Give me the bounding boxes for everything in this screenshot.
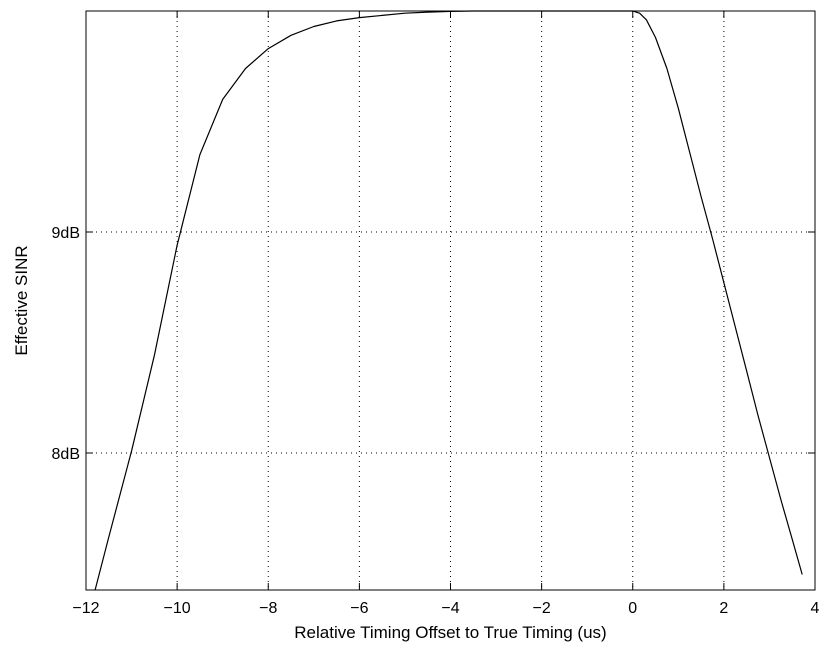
grid-lines xyxy=(86,11,815,590)
x-tick-label: 2 xyxy=(719,600,728,617)
x-tick-label: −6 xyxy=(350,600,368,617)
y-tick-label: 8dB xyxy=(52,446,80,463)
x-tick-label: 0 xyxy=(628,600,637,617)
plot-area-frame xyxy=(85,10,816,591)
x-axis-label: Relative Timing Offset to True Timing (u… xyxy=(294,623,606,642)
series-group xyxy=(94,10,803,591)
x-tick-label: −2 xyxy=(533,600,551,617)
series-line xyxy=(94,10,803,591)
x-tick-label: −12 xyxy=(72,600,99,617)
x-tick-label: −4 xyxy=(441,600,459,617)
x-tick-label: −10 xyxy=(164,600,191,617)
y-axis-label: Effective SINR xyxy=(12,245,31,355)
y-tick-label: 9dB xyxy=(52,225,80,242)
x-tick-label: 4 xyxy=(811,600,819,617)
axis-ticks xyxy=(85,11,816,590)
tick-labels: −12 −10 −8 −6 −4 −2 0 2 4 8dB 9dB xyxy=(52,225,819,617)
x-tick-label: −8 xyxy=(259,600,277,617)
